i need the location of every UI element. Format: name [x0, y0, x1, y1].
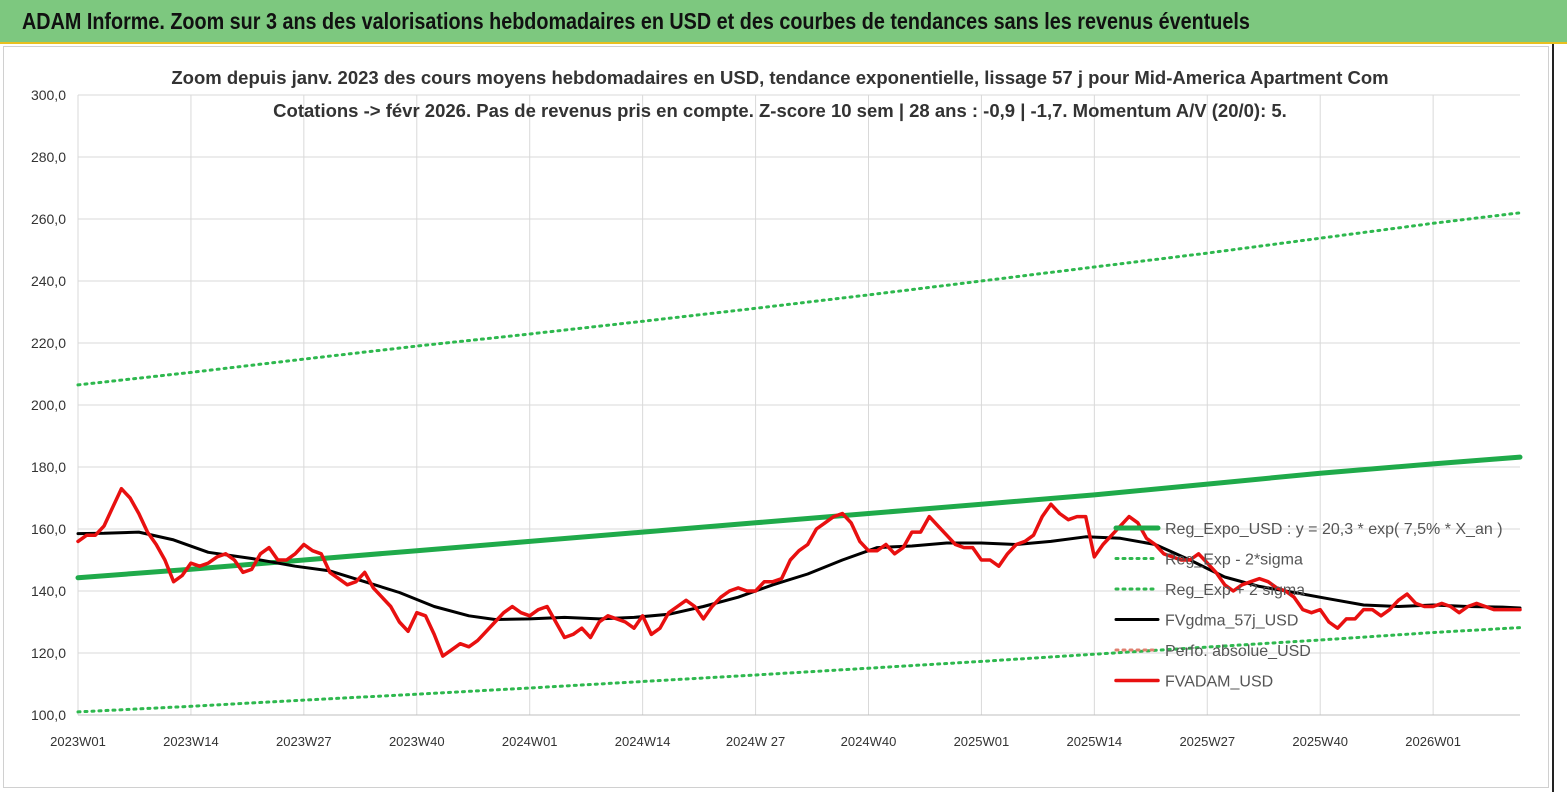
y-tick-label: 220,0 — [31, 335, 66, 351]
y-tick-label: 100,0 — [31, 707, 66, 723]
y-tick-label: 120,0 — [31, 645, 66, 661]
y-tick-label: 240,0 — [31, 273, 66, 289]
chart-title-line-1: Zoom depuis janv. 2023 des cours moyens … — [171, 67, 1388, 88]
y-tick-label: 140,0 — [31, 583, 66, 599]
y-axis-ticks: 100,0 120,0 140,0 160,0 180,0 200,0 220,0 240,0… — [31, 87, 66, 723]
upper-sigma-line — [76, 211, 1522, 387]
legend-label: Reg_Expo_USD : y = 20,3 * exp( 7,5% * X_… — [1165, 521, 1503, 538]
legend-label: FVgdma_57j_USD — [1165, 613, 1298, 630]
x-tick-label: 2025W27 — [1179, 734, 1235, 749]
moving-average-line — [76, 530, 1522, 621]
x-tick-label: 2023W01 — [50, 734, 106, 749]
report-banner: ADAM Informe. Zoom sur 3 ans des valoris… — [0, 0, 1567, 44]
legend-label: Reg_Exp - 2*sigma — [1165, 552, 1303, 569]
x-tick-label: 2025W14 — [1067, 734, 1123, 749]
legend-label: Perfo. absolue_USD — [1165, 643, 1311, 660]
x-tick-label: 2024W 27 — [726, 734, 785, 749]
right-border-rule — [1552, 44, 1554, 792]
lower-sigma-line — [76, 626, 1522, 714]
series-lines — [75, 211, 1523, 714]
chart-title-line-2: Cotations -> févr 2026. Pas de revenus p… — [273, 100, 1287, 121]
x-tick-label: 2024W40 — [841, 734, 897, 749]
x-tick-label: 2025W40 — [1292, 734, 1348, 749]
y-tick-label: 260,0 — [31, 211, 66, 227]
x-tick-label: 2023W27 — [276, 734, 332, 749]
y-tick-label: 160,0 — [31, 521, 66, 537]
y-tick-label: 280,0 — [31, 149, 66, 165]
legend-label: Reg_Exp + 2 sigma — [1165, 582, 1305, 599]
chart-frame — [3, 46, 1549, 788]
report-title: ADAM Informe. Zoom sur 3 ans des valoris… — [22, 8, 1250, 34]
legend: Reg_Expo_USD : y = 20,3 * exp( 7,5% * X_… — [1113, 521, 1503, 691]
x-tick-label: 2025W01 — [954, 734, 1010, 749]
price-line — [76, 486, 1522, 658]
legend-label: FVADAM_USD — [1165, 674, 1273, 691]
x-tick-label: 2024W14 — [615, 734, 671, 749]
y-tick-label: 300,0 — [31, 87, 66, 103]
x-axis-ticks: 2023W01 2023W14 2023W27 2023W40 2024W01 2024W… — [50, 734, 1461, 749]
y-tick-label: 180,0 — [31, 459, 66, 475]
x-tick-label: 2023W40 — [389, 734, 445, 749]
x-tick-label: 2026W01 — [1405, 734, 1461, 749]
gridlines — [77, 94, 1520, 716]
x-tick-label: 2024W01 — [502, 734, 558, 749]
trend-line — [75, 454, 1523, 581]
y-tick-label: 200,0 — [31, 397, 66, 413]
x-tick-label: 2023W14 — [163, 734, 219, 749]
